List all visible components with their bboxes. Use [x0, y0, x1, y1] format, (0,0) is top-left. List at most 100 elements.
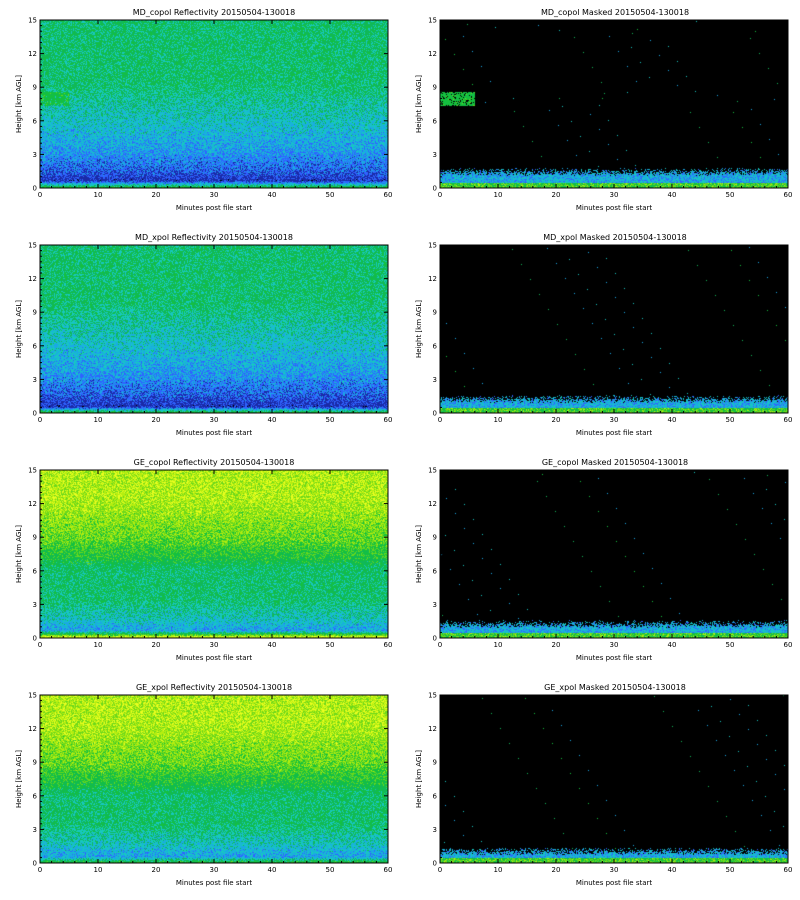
y-tick-label: 9	[433, 309, 437, 317]
x-tick-label: 30	[610, 641, 619, 649]
y-tick-label: 15	[28, 467, 37, 475]
chart-title: MD_copol Masked 20150504-130018	[541, 8, 689, 17]
heatmap-image	[440, 245, 788, 413]
x-tick-label: 30	[210, 416, 219, 424]
y-axis-label: Height [km AGL]	[15, 75, 23, 133]
x-tick-label: 0	[38, 641, 42, 649]
x-tick-label: 50	[726, 641, 735, 649]
chart-svg: MD_copol Reflectivity 20150504-130018 0 1…	[15, 8, 392, 212]
y-axis-label: Height [km AGL]	[415, 300, 423, 358]
chart-svg: MD_copol Masked 20150504-130018 0 10 20 30 4…	[415, 8, 793, 212]
x-tick-label: 0	[438, 416, 442, 424]
y-tick-label: 12	[428, 500, 437, 508]
x-tick-label: 50	[726, 416, 735, 424]
y-axis-label: Height [km AGL]	[415, 75, 423, 133]
heatmap-image	[40, 245, 388, 413]
y-tick-label: 3	[33, 826, 37, 834]
chart-title: GE_xpol Reflectivity 20150504-130018	[136, 683, 292, 692]
x-axis-label: Minutes post file start	[176, 654, 253, 662]
x-tick-label: 60	[784, 191, 793, 199]
y-tick-label: 6	[433, 567, 438, 575]
x-tick-label: 40	[668, 191, 677, 199]
y-tick-label: 15	[428, 242, 437, 250]
heatmap-image	[440, 20, 788, 188]
x-tick-label: 10	[494, 416, 503, 424]
y-tick-label: 0	[433, 635, 437, 643]
x-tick-label: 0	[438, 641, 442, 649]
y-tick-label: 9	[33, 309, 37, 317]
x-tick-label: 10	[94, 416, 103, 424]
chart-title: MD_xpol Reflectivity 20150504-130018	[135, 233, 293, 242]
x-axis-label: Minutes post file start	[576, 429, 653, 437]
axis-ticks: 0 10 20 30 40 50 60 0 3 6 9 12 15	[28, 17, 392, 200]
chart-panel-md-xpol-reflectivity: MD_xpol Reflectivity 20150504-130018 0 10…	[0, 225, 400, 450]
y-tick-label: 6	[33, 792, 38, 800]
y-tick-label: 12	[428, 725, 437, 733]
y-tick-label: 6	[33, 567, 38, 575]
x-tick-label: 30	[610, 866, 619, 874]
x-tick-label: 60	[384, 191, 393, 199]
chart-title: GE_copol Reflectivity 20150504-130018	[134, 458, 295, 467]
y-tick-label: 12	[428, 50, 437, 58]
axis-ticks: 0 10 20 30 40 50 60 0 3 6 9 12 15	[428, 692, 792, 875]
x-tick-label: 10	[494, 191, 503, 199]
y-tick-label: 12	[28, 725, 37, 733]
axis-ticks: 0 10 20 30 40 50 60 0 3 6 9 12 15	[28, 692, 392, 875]
y-axis-label: Height [km AGL]	[415, 750, 423, 808]
x-tick-label: 50	[726, 191, 735, 199]
x-tick-label: 10	[94, 191, 103, 199]
x-axis-label: Minutes post file start	[176, 204, 253, 212]
y-tick-label: 12	[428, 275, 437, 283]
y-tick-label: 15	[428, 692, 437, 700]
axis-ticks: 0 10 20 30 40 50 60 0 3 6 9 12 15	[28, 242, 392, 425]
chart-title: MD_copol Reflectivity 20150504-130018	[133, 8, 295, 17]
x-tick-label: 60	[384, 866, 393, 874]
y-tick-label: 6	[433, 342, 438, 350]
y-tick-label: 9	[33, 759, 37, 767]
y-tick-label: 15	[428, 467, 437, 475]
y-tick-label: 0	[433, 860, 437, 868]
x-tick-label: 50	[726, 866, 735, 874]
y-tick-label: 3	[433, 376, 437, 384]
x-axis-label: Minutes post file start	[176, 879, 253, 887]
heatmap-image	[440, 695, 788, 863]
y-tick-label: 0	[433, 185, 437, 193]
y-tick-label: 9	[433, 84, 437, 92]
y-tick-label: 6	[33, 342, 38, 350]
chart-svg: GE_xpol Reflectivity 20150504-130018 0 10…	[15, 683, 392, 887]
x-tick-label: 0	[38, 191, 42, 199]
x-tick-label: 20	[552, 641, 561, 649]
chart-svg: GE_copol Reflectivity 20150504-130018 0 1…	[15, 458, 392, 662]
chart-panel-md-xpol-masked: MD_xpol Masked 20150504-130018 0 10 20 30 40…	[400, 225, 800, 450]
y-tick-label: 12	[28, 275, 37, 283]
x-tick-label: 30	[210, 866, 219, 874]
y-tick-label: 0	[33, 860, 37, 868]
y-tick-label: 15	[28, 692, 37, 700]
x-tick-label: 30	[210, 191, 219, 199]
x-tick-label: 10	[94, 866, 103, 874]
y-tick-label: 15	[28, 17, 37, 25]
x-tick-label: 40	[668, 866, 677, 874]
y-tick-label: 3	[33, 151, 37, 159]
axis-ticks: 0 10 20 30 40 50 60 0 3 6 9 12 15	[428, 467, 792, 650]
heatmap-image	[40, 695, 388, 863]
y-tick-label: 3	[433, 826, 437, 834]
axis-ticks: 0 10 20 30 40 50 60 0 3 6 9 12 15	[28, 467, 392, 650]
chart-panel-md-copol-masked: MD_copol Masked 20150504-130018 0 10 20 30 4…	[400, 0, 800, 225]
x-tick-label: 40	[268, 641, 277, 649]
y-tick-label: 0	[433, 410, 437, 418]
x-tick-label: 20	[552, 866, 561, 874]
x-tick-label: 50	[326, 641, 335, 649]
chart-panel-ge-copol-reflectivity: GE_copol Reflectivity 20150504-130018 0 1…	[0, 450, 400, 675]
heatmap-image	[40, 20, 388, 188]
heatmap-image	[40, 470, 388, 638]
y-tick-label: 6	[433, 117, 438, 125]
chart-svg: MD_xpol Reflectivity 20150504-130018 0 10…	[15, 233, 392, 437]
chart-svg: GE_xpol Masked 20150504-130018 0 10 20 30 40…	[415, 683, 792, 887]
chart-title: GE_xpol Masked 20150504-130018	[544, 683, 686, 692]
y-tick-label: 15	[428, 17, 437, 25]
y-tick-label: 3	[433, 601, 437, 609]
x-axis-label: Minutes post file start	[176, 429, 253, 437]
y-tick-label: 12	[28, 50, 37, 58]
y-axis-label: Height [km AGL]	[15, 525, 23, 583]
